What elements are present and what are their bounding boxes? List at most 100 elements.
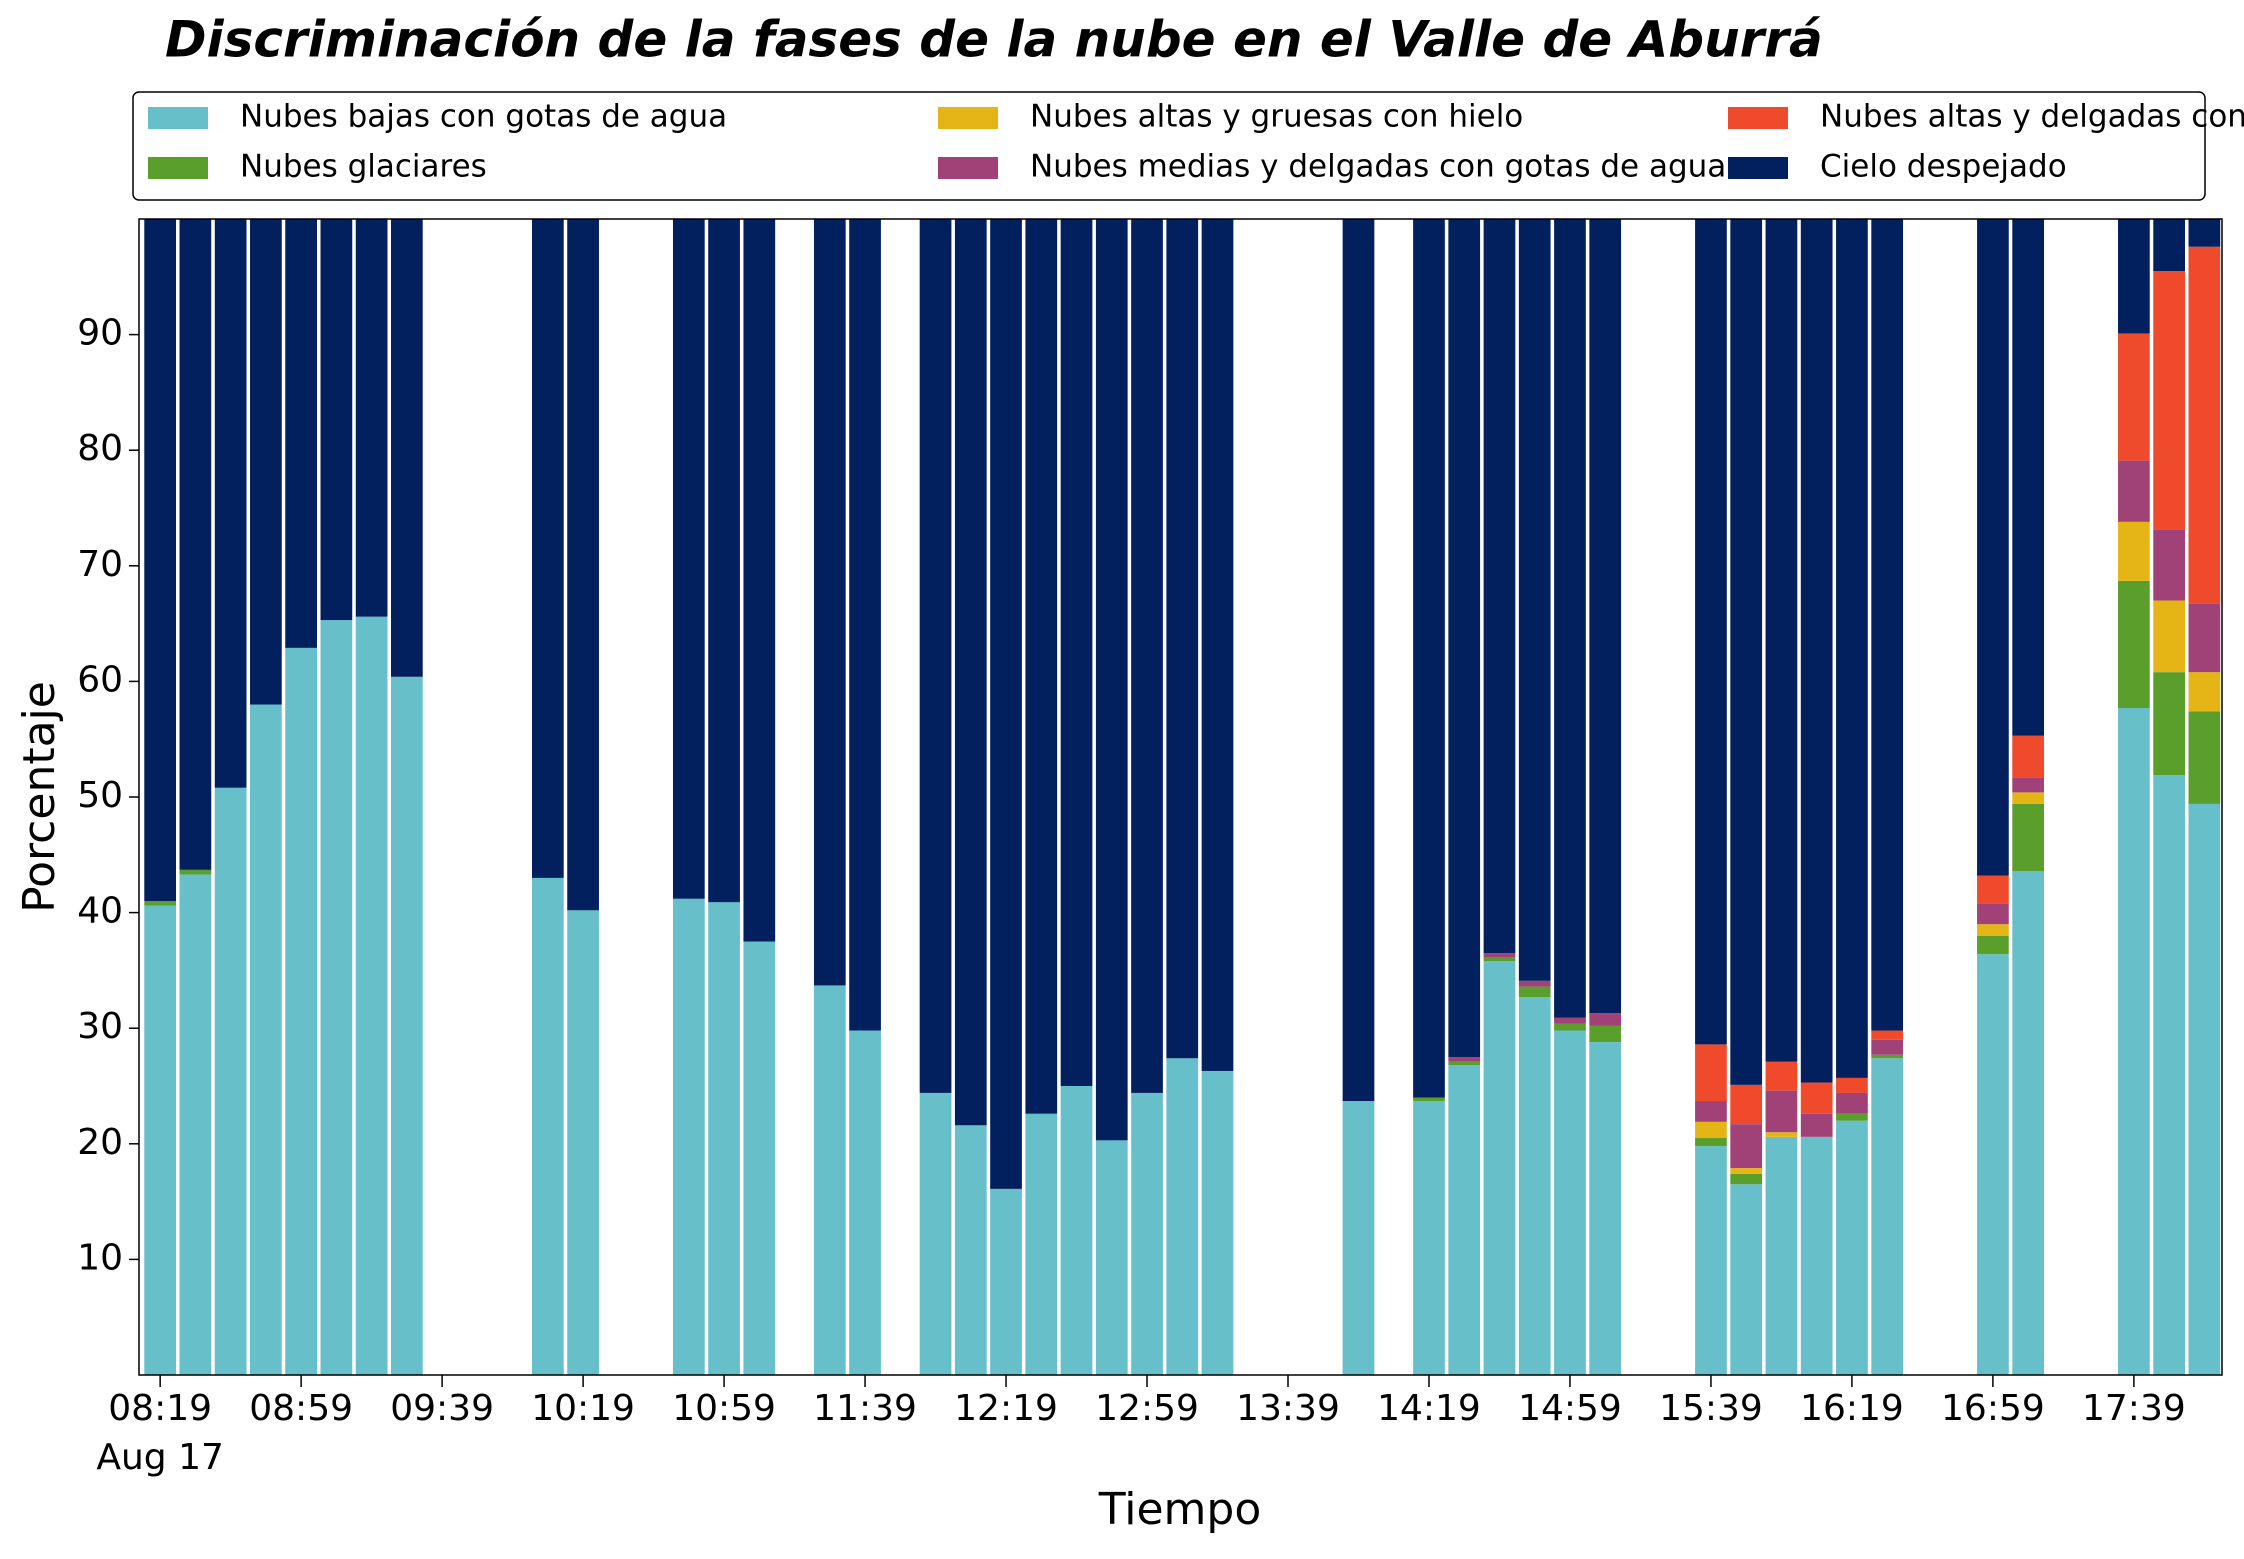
legend-swatch — [938, 157, 998, 179]
bar-segment — [2153, 672, 2185, 776]
legend-swatch — [148, 107, 208, 129]
bar-segment — [391, 676, 423, 1375]
x-tick-label: 13:39 — [1236, 1388, 1340, 1429]
bar-segment — [1765, 219, 1798, 1062]
legend-label: Cielo despejado — [1820, 149, 2067, 185]
bar-segment — [1483, 957, 1516, 962]
bar-segment — [708, 219, 740, 903]
bar-segment — [813, 985, 846, 1375]
bar-segment — [1800, 1136, 1833, 1375]
y-tick-label: 20 — [77, 1122, 123, 1163]
bar-segment — [144, 905, 177, 1375]
bar-segment — [355, 219, 388, 617]
bar-segment — [250, 704, 282, 1375]
bar-segment — [1800, 1113, 1833, 1137]
bar-segment — [1765, 1132, 1798, 1137]
bar-segment — [1695, 1044, 1727, 1102]
x-tick-label: 11:39 — [813, 1388, 917, 1429]
bar-segment — [1836, 219, 1868, 1078]
bar-segment — [1871, 219, 1904, 1031]
bar-segment — [2012, 870, 2045, 1375]
legend-label: Nubes altas y gruesas con hielo — [1030, 99, 1523, 135]
bar-segment — [1800, 1082, 1833, 1114]
bar-segment — [1800, 219, 1833, 1083]
bar-segment — [2118, 460, 2150, 522]
bar-segment — [919, 1092, 952, 1375]
bar-segment — [531, 219, 564, 878]
bar-segment — [1448, 1061, 1481, 1066]
bar-segment — [214, 787, 247, 1375]
bar-segment — [743, 941, 776, 1375]
bar-segment — [1095, 219, 1128, 1141]
bar-segment — [1695, 1101, 1727, 1122]
bar-segment — [567, 219, 599, 911]
y-tick-label: 70 — [77, 544, 123, 585]
bar-segment — [1730, 219, 1763, 1085]
bar-segment — [849, 1030, 881, 1375]
x-tick-label: 14:19 — [1377, 1388, 1481, 1429]
bar-segment — [1589, 219, 1622, 1014]
bar-segment — [672, 898, 705, 1375]
bar-segment — [2118, 521, 2150, 581]
legend-label: Nubes altas y delgadas con hielo — [1820, 99, 2244, 135]
x-tick-label: 16:59 — [1941, 1388, 2045, 1429]
legend-swatch — [938, 107, 998, 129]
bar-segment — [1871, 1030, 1904, 1040]
x-tick-label: 12:19 — [954, 1388, 1058, 1429]
bar-segment — [1765, 1061, 1798, 1091]
bar-segment — [1836, 1113, 1868, 1121]
bar-segment — [2012, 803, 2045, 871]
bar-segment — [1977, 954, 2009, 1375]
bar-segment — [1589, 1025, 1622, 1043]
legend-swatch — [1728, 157, 1788, 179]
bar-segment — [1695, 219, 1727, 1045]
bar-segment — [1554, 1017, 1586, 1024]
bar-segment — [1025, 219, 1058, 1114]
bar-segment — [1095, 1140, 1128, 1375]
bar-segment — [1448, 219, 1481, 1058]
bar-segment — [1871, 1058, 1904, 1375]
bar-segment — [954, 219, 987, 1126]
bar-segment — [1871, 1054, 1904, 1059]
bar-segment — [250, 219, 282, 705]
bar-segment — [1871, 1039, 1904, 1055]
bar-segment — [144, 901, 177, 906]
bar-segment — [2118, 707, 2150, 1375]
legend-label: Nubes medias y delgadas con gotas de agu… — [1030, 149, 1726, 185]
bar-segment — [2012, 735, 2045, 778]
y-axis-label: Porcentaje — [14, 681, 65, 913]
bar-segment — [1448, 1057, 1481, 1062]
bar-segment — [2153, 219, 2185, 272]
bar-segment — [1765, 1136, 1798, 1375]
bar-segment — [990, 219, 1022, 1189]
bar-segment — [355, 616, 388, 1375]
bar-segment — [1730, 1173, 1763, 1185]
x-tick-label: 17:39 — [2082, 1388, 2186, 1429]
legend-label: Nubes bajas con gotas de agua — [240, 99, 727, 135]
bar-segment — [1448, 1065, 1481, 1375]
bar-segment — [1131, 219, 1163, 1093]
bar-segment — [320, 620, 353, 1375]
bar-segment — [2153, 271, 2185, 530]
y-tick-label: 90 — [77, 313, 123, 354]
bar-segment — [2153, 529, 2185, 601]
bar-segment — [2188, 603, 2221, 673]
bar-segment — [1977, 924, 2009, 936]
chart-title: Discriminación de la fases de la nube en… — [165, 11, 1823, 69]
x-tick-label: 09:39 — [390, 1388, 494, 1429]
x-tick-label: 12:59 — [1095, 1388, 1199, 1429]
bar-segment — [708, 902, 740, 1375]
bar-segment — [1730, 1168, 1763, 1174]
bar-segment — [1201, 1070, 1234, 1375]
legend-swatch — [1728, 107, 1788, 129]
x-tick-label: 16:19 — [1800, 1388, 1904, 1429]
bar-segment — [214, 219, 247, 788]
bar-segment — [2118, 580, 2150, 708]
bar-segment — [1836, 1077, 1868, 1093]
bar-segment — [2188, 672, 2221, 712]
bar-segment — [1518, 986, 1551, 997]
bar-segment — [2153, 775, 2185, 1375]
bar-segment — [1730, 1184, 1763, 1375]
bar-segment — [1836, 1120, 1868, 1375]
